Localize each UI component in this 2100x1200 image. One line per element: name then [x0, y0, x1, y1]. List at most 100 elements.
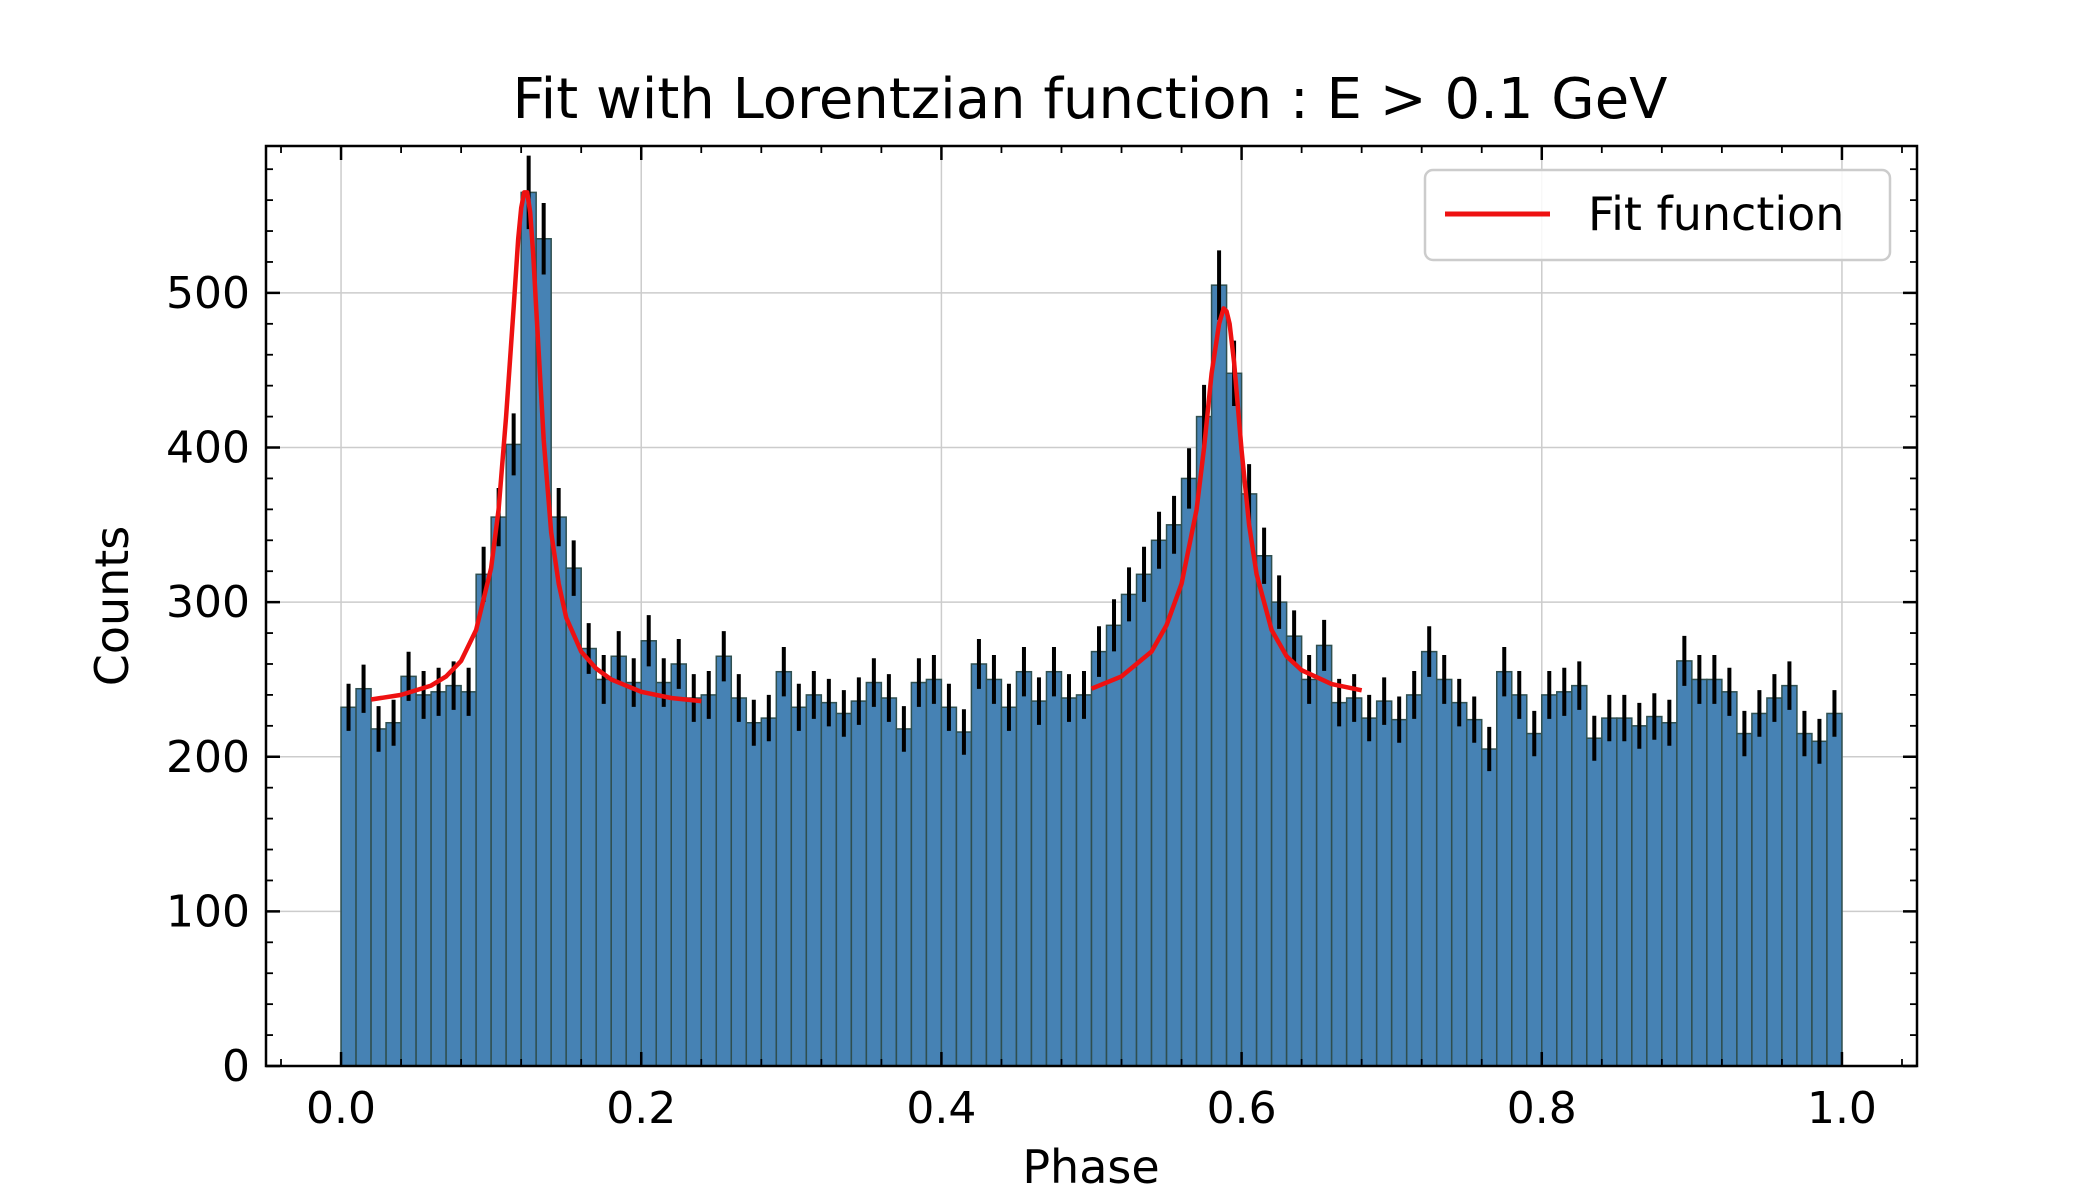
histogram-bar — [970, 663, 988, 1067]
histogram-bar — [1075, 694, 1093, 1067]
histogram-bar — [1000, 706, 1018, 1067]
histogram-bar — [1210, 284, 1228, 1067]
histogram-bar — [805, 694, 823, 1067]
histogram-bar — [865, 681, 883, 1067]
histogram-bar — [1405, 694, 1423, 1067]
x-axis-label: Phase — [1022, 1140, 1159, 1194]
histogram-bar — [1781, 684, 1798, 1067]
x-tick-label: 0.4 — [906, 1083, 976, 1134]
histogram-bar — [595, 678, 612, 1067]
histogram-bar — [1225, 372, 1243, 1067]
histogram-bar — [1706, 678, 1723, 1067]
histogram-bar — [685, 697, 703, 1067]
histogram-bar — [1796, 732, 1813, 1067]
histogram-bar — [1240, 493, 1258, 1067]
histogram-bar — [520, 191, 537, 1067]
histogram-bar — [700, 694, 718, 1067]
histogram-bar — [1270, 601, 1288, 1067]
fit-function-curve — [1090, 306, 1363, 693]
histogram-bar — [895, 728, 913, 1067]
histogram-bar — [715, 655, 733, 1067]
histogram-bar — [1375, 700, 1393, 1067]
histogram-bar — [955, 731, 973, 1067]
fit-function-curve — [370, 190, 702, 704]
histogram-bar — [1195, 415, 1213, 1067]
histogram-bar — [1450, 701, 1468, 1067]
histogram-bar — [1511, 694, 1528, 1067]
histogram-bar — [1556, 691, 1573, 1067]
histogram-bar — [370, 728, 387, 1067]
histogram-bar — [880, 697, 898, 1067]
histogram-bar — [1736, 732, 1753, 1067]
histogram-bar — [610, 655, 627, 1067]
histogram-bar — [850, 700, 868, 1067]
histogram-bar — [1135, 573, 1153, 1067]
histogram-bar — [1030, 700, 1048, 1067]
legend-box — [1423, 168, 1892, 262]
histogram-bar — [1586, 737, 1603, 1067]
histogram-bar — [1480, 748, 1498, 1067]
histogram-bar — [1811, 740, 1828, 1067]
plot-frame — [264, 144, 1919, 1068]
histogram-bar — [1661, 721, 1678, 1067]
x-tick-label: 0.8 — [1507, 1083, 1577, 1134]
legend: Fit function — [1423, 168, 1892, 262]
histogram-bar — [640, 640, 657, 1067]
histogram-bar — [430, 691, 447, 1067]
histogram-bar — [745, 721, 763, 1067]
histogram-bar — [1150, 539, 1168, 1067]
histogram-bar — [445, 684, 462, 1067]
histogram-bar — [1105, 624, 1123, 1067]
histogram-bar — [1360, 717, 1378, 1067]
histogram-bar — [790, 706, 808, 1067]
x-tick-label: 0.6 — [1207, 1083, 1277, 1134]
histogram-bar — [985, 678, 1003, 1067]
histogram-bar — [1526, 732, 1543, 1067]
histogram-bar — [580, 647, 597, 1067]
x-tick-label: 0.0 — [306, 1083, 376, 1134]
histogram-bar — [835, 712, 853, 1067]
histogram-bar — [1060, 697, 1078, 1067]
histogram-bar — [940, 706, 958, 1067]
histogram-bar — [925, 678, 943, 1067]
y-tick-label: 200 — [166, 732, 250, 783]
histogram-bar — [1300, 678, 1318, 1067]
histogram-bar — [1330, 701, 1348, 1067]
histogram-bar — [910, 681, 928, 1067]
histogram-bar — [1420, 650, 1438, 1067]
y-tick-label: 100 — [166, 886, 250, 937]
y-tick-label: 400 — [166, 423, 250, 474]
x-tick-label: 1.0 — [1807, 1083, 1877, 1134]
histogram-bar — [760, 717, 778, 1067]
histogram-bar — [1435, 678, 1453, 1067]
histogram-bar — [775, 670, 793, 1067]
histogram-bar — [1616, 717, 1633, 1067]
histogram-bar — [385, 721, 402, 1067]
histogram-bar — [1255, 554, 1273, 1067]
y-axis-label: Counts — [85, 526, 139, 687]
y-tick-label: 500 — [166, 268, 250, 319]
histogram-bar — [820, 701, 838, 1067]
histogram-bar — [1691, 678, 1708, 1067]
histogram-bar — [1676, 660, 1693, 1067]
histogram-bar — [400, 675, 417, 1067]
histogram-bar — [670, 663, 688, 1067]
histogram-bar — [1315, 644, 1333, 1067]
histogram-bar — [340, 706, 357, 1067]
histogram-bar — [1601, 717, 1618, 1067]
histogram-bar — [1045, 670, 1063, 1067]
histogram-bar — [1090, 650, 1108, 1067]
histogram-bar — [1571, 684, 1588, 1067]
histogram-bar — [415, 694, 432, 1067]
histogram-bar — [1721, 691, 1738, 1067]
y-tick-label: 0 — [222, 1041, 250, 1092]
histogram-bar — [1285, 635, 1303, 1067]
histogram-bar — [1465, 718, 1483, 1067]
y-axis-tick-labels: 0 100 200 300 400 500 — [166, 268, 250, 1092]
histogram-bar — [355, 687, 372, 1067]
y-tick-label: 300 — [166, 577, 250, 628]
fit-curves — [370, 190, 1363, 704]
histogram-bar — [1541, 694, 1558, 1067]
histogram-bar — [655, 681, 672, 1067]
